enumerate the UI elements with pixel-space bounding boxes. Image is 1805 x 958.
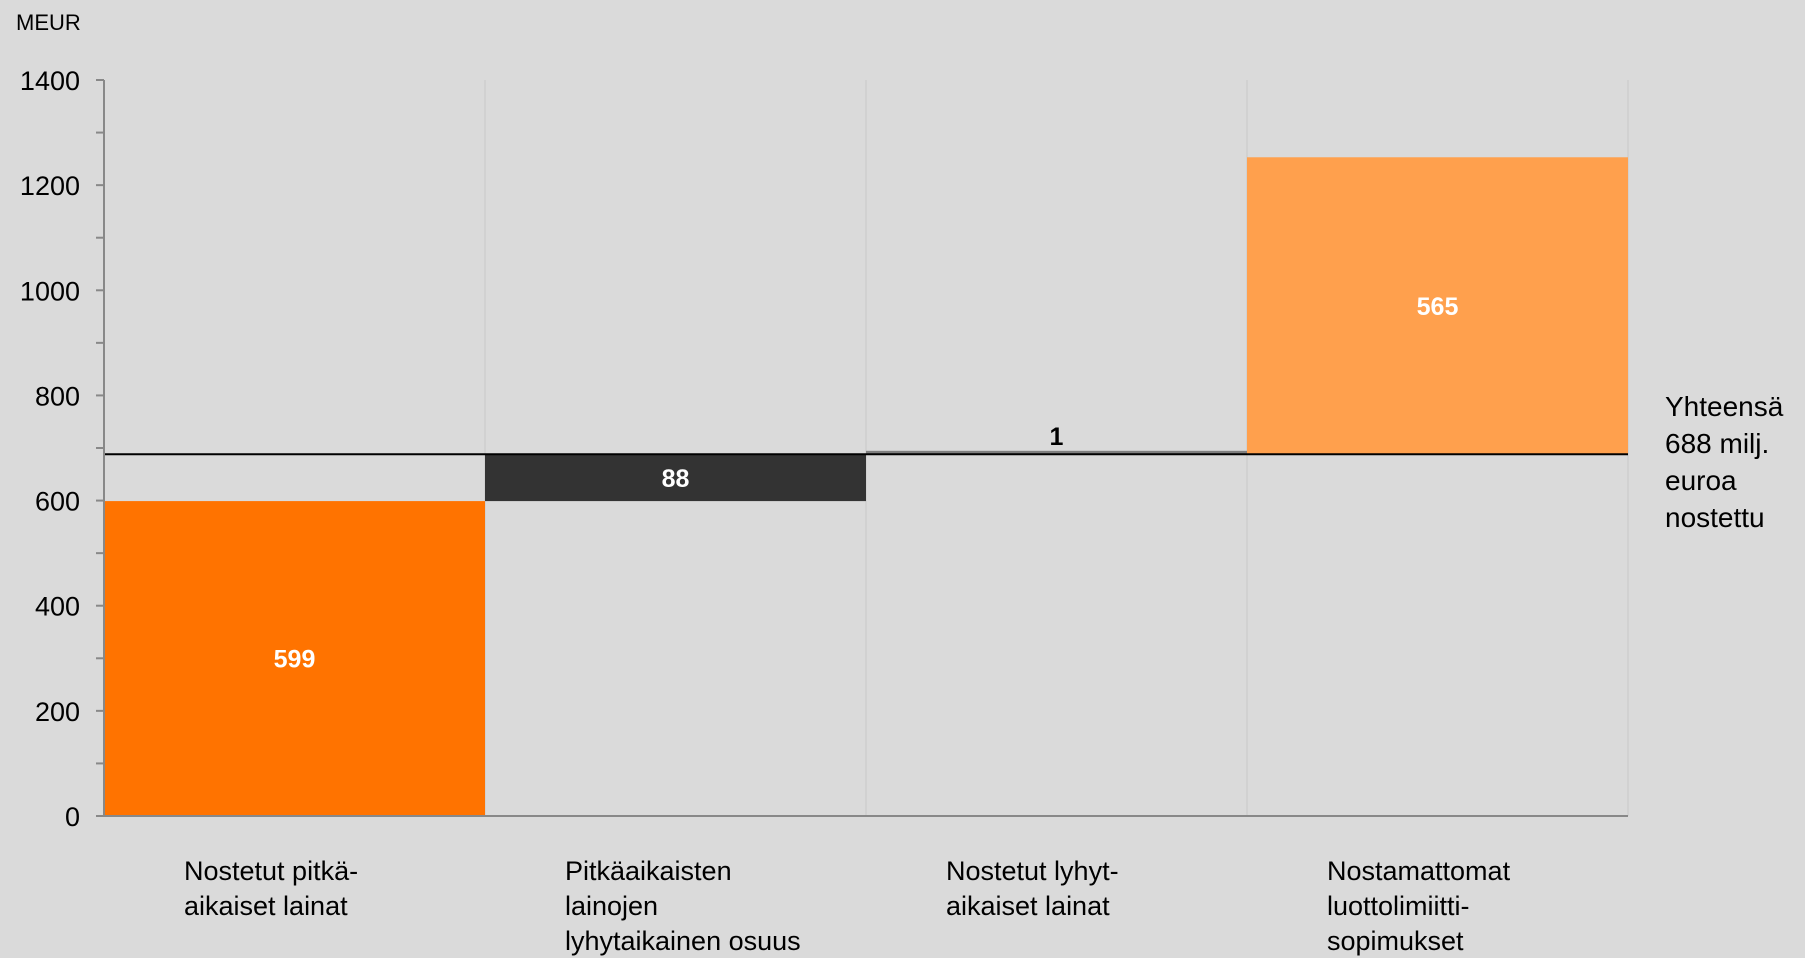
category-label-line: sopimukset	[1327, 926, 1464, 956]
y-tick-label: 1400	[20, 66, 80, 96]
total-note-line: euroa	[1665, 465, 1737, 496]
category-label-line: Nostetut lyhyt-	[946, 856, 1119, 886]
y-tick-label: 600	[35, 487, 80, 517]
category-label: Nostetut lyhyt-aikaiset lainat	[946, 856, 1119, 921]
y-tick-label: 800	[35, 381, 80, 411]
category-label-line: Pitkäaikaisten	[565, 856, 732, 886]
bar	[1247, 157, 1628, 455]
category-label-line: lyhytaikainen osuus	[565, 926, 801, 956]
y-unit-label: MEUR	[16, 10, 81, 35]
category-label-line: lainojen	[565, 891, 658, 921]
y-tick-label: 1200	[20, 171, 80, 201]
y-tick-label: 0	[65, 802, 80, 832]
category-label-line: aikaiset lainat	[184, 891, 348, 921]
bar	[104, 501, 485, 816]
category-label-line: Nostamattomat	[1327, 856, 1511, 886]
category-label-line: aikaiset lainat	[946, 891, 1110, 921]
axes: 0 200 400 600 800 1000 1200 1400	[20, 66, 1628, 832]
category-label: Nostamattomat luottolimiitti-sopimukset	[1327, 856, 1511, 956]
category-label: Nostetut pitkä-aikaiset lainat	[184, 856, 358, 921]
total-note-line: Yhteensä	[1665, 391, 1784, 422]
bar	[485, 454, 866, 502]
y-tick-label: 200	[35, 697, 80, 727]
total-note-line: nostettu	[1665, 502, 1765, 533]
total-note-line: 688 milj.	[1665, 428, 1769, 459]
bar	[866, 450, 1247, 455]
category-label-line: luottolimiitti-	[1327, 891, 1470, 921]
data-label: 599	[274, 646, 316, 674]
data-label: 88	[662, 465, 690, 493]
total-note: Yhteensä 688 milj. euroa nostettu	[1665, 391, 1784, 533]
data-label: 565	[1417, 293, 1459, 321]
category-labels: Nostetut pitkä-aikaiset lainat Pitkäaikai…	[184, 856, 1511, 956]
category-label: Pitkäaikaisten lainojen lyhytaikainen osuu…	[565, 856, 801, 956]
category-label-line: Nostetut pitkä-	[184, 856, 358, 886]
y-tick-label: 400	[35, 592, 80, 622]
bars	[104, 157, 1628, 816]
y-tick-label: 1000	[20, 276, 80, 306]
total-note-text: Yhteensä 688 milj. euroa nostettu	[1665, 391, 1784, 533]
data-label: 1	[1050, 423, 1064, 451]
data-labels: 599 88 1 565	[274, 293, 1459, 674]
